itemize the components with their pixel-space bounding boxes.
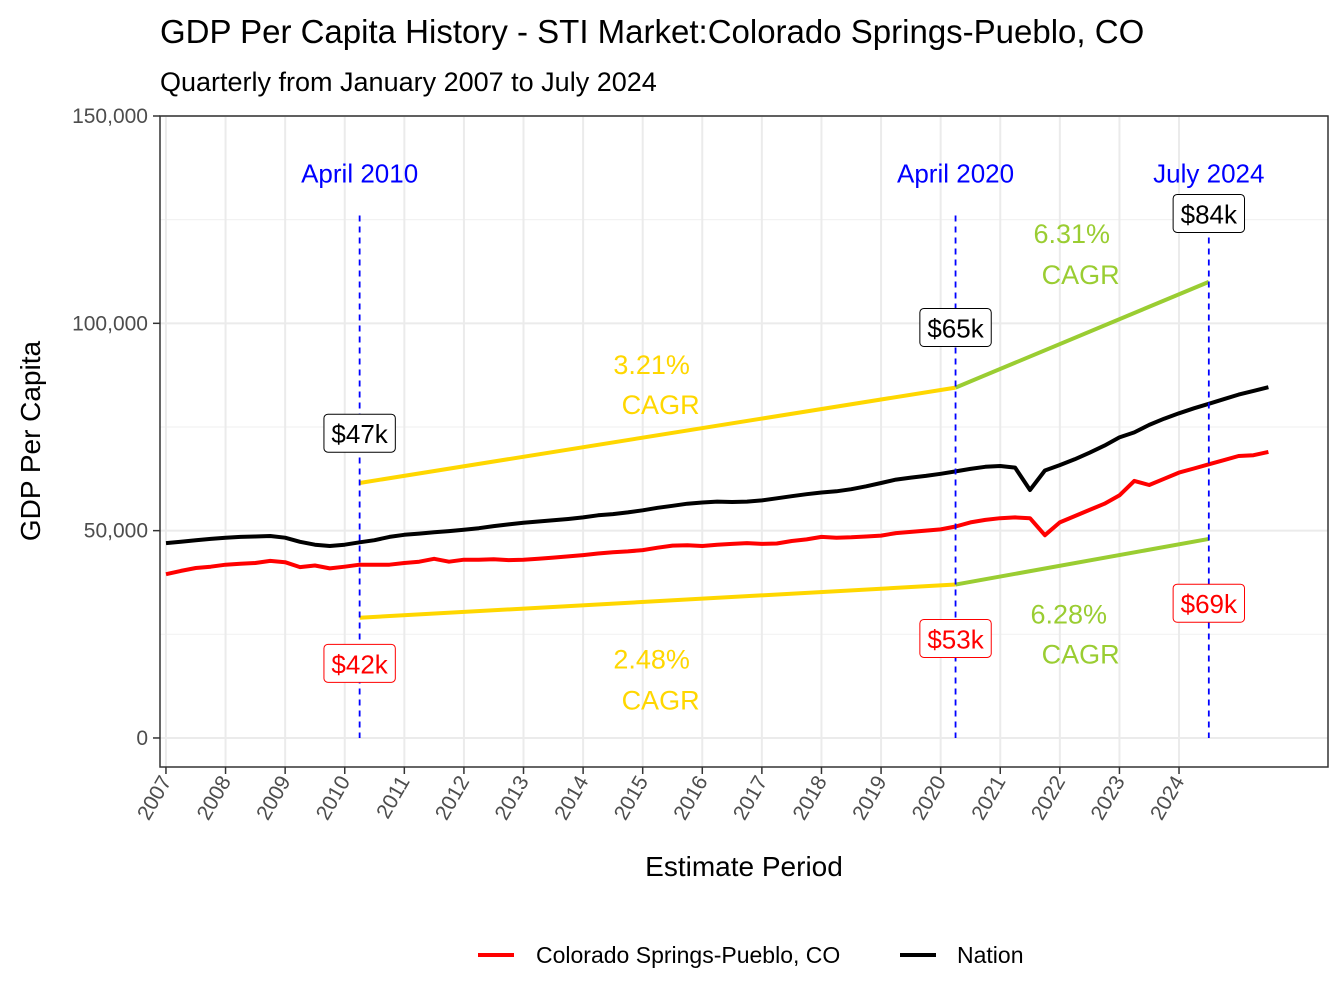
period-markers: April 2010 April 2020 July 2024 <box>301 158 1264 738</box>
x-axis-title: Estimate Period <box>645 851 843 882</box>
x-tick-label: 2014 <box>550 772 593 824</box>
value-label-box <box>919 307 992 347</box>
marker-label: April 2010 <box>301 158 418 188</box>
y-tick-label: 150,000 <box>72 105 148 128</box>
cagr-line <box>359 582 956 620</box>
value-label: $53k <box>927 624 984 654</box>
series-line-nation <box>165 385 1269 548</box>
marker-label: July 2024 <box>1153 158 1264 188</box>
x-tick-label: 2010 <box>312 772 355 824</box>
value-label-box <box>323 643 396 683</box>
x-axis: 2007 2008 2009 2010 2011 2012 2013 2014 2015 2016… <box>133 767 1190 824</box>
chart-subtitle: Quarterly from January 2007 to July 2024 <box>160 67 657 97</box>
marker-label: April 2020 <box>897 158 1014 188</box>
legend-label-colorado: Colorado Springs-Pueblo, CO <box>536 942 840 968</box>
x-tick-label: 2008 <box>193 772 236 824</box>
cagr-label: CAGR <box>622 390 700 420</box>
y-axis-title: GDP Per Capita <box>15 340 46 541</box>
x-tick-label: 2012 <box>431 772 474 824</box>
cagr-lines <box>359 280 1210 620</box>
y-axis: 0 50,000 100,000 150,000 <box>72 105 160 750</box>
series-lines <box>165 385 1269 577</box>
value-label: $65k <box>927 313 984 343</box>
x-tick-label: 2018 <box>789 772 832 824</box>
value-label-box <box>1172 193 1246 233</box>
x-tick-label: 2024 <box>1146 772 1189 824</box>
value-label-box <box>323 413 396 453</box>
x-tick-label: 2016 <box>669 772 712 824</box>
x-tick-label: 2011 <box>372 772 415 823</box>
cagr-label: 6.28% <box>1030 599 1107 629</box>
y-tick-label: 0 <box>136 727 148 750</box>
cagr-label: 6.31% <box>1033 219 1110 249</box>
legend-label-nation: Nation <box>957 942 1023 968</box>
value-label: $84k <box>1181 199 1238 229</box>
x-tick-label: 2013 <box>491 772 534 824</box>
x-tick-label: 2017 <box>729 772 772 824</box>
cagr-line <box>954 280 1210 390</box>
value-label-box <box>919 618 992 658</box>
value-label: $42k <box>331 649 388 679</box>
cagr-label: CAGR <box>1042 260 1120 290</box>
x-tick-label: 2007 <box>133 772 176 824</box>
series-line-colorado <box>165 449 1269 577</box>
cagr-label: CAGR <box>1042 640 1120 670</box>
grid <box>160 115 1328 767</box>
x-tick-label: 2020 <box>908 772 951 824</box>
x-tick-label: 2022 <box>1027 772 1070 824</box>
value-label: $47k <box>331 419 388 449</box>
y-tick-label: 100,000 <box>72 312 148 335</box>
value-labels: $47k $65k $84k $42k $53k $69k <box>323 193 1246 683</box>
cagr-label: 2.48% <box>613 645 690 675</box>
x-tick-label: 2021 <box>967 772 1010 824</box>
x-tick-label: 2015 <box>610 772 653 824</box>
cagr-labels: 3.21% CAGR 6.31% CAGR 2.48% CAGR 6.28% CAGR <box>613 219 1119 715</box>
y-tick-label: 50,000 <box>84 520 148 543</box>
chart-title: GDP Per Capita History - STI Market:Colo… <box>160 13 1144 50</box>
x-tick-label: 2023 <box>1086 772 1129 824</box>
legend: Colorado Springs-Pueblo, CO Nation <box>478 942 1023 968</box>
cagr-line <box>359 385 956 485</box>
cagr-label: 3.21% <box>613 350 690 380</box>
x-tick-label: 2009 <box>252 772 295 824</box>
cagr-label: CAGR <box>622 686 700 716</box>
plot-panel-border <box>159 115 1329 768</box>
value-label: $69k <box>1181 589 1238 619</box>
value-label-box <box>1172 583 1246 623</box>
cagr-line <box>955 536 1210 587</box>
x-tick-label: 2019 <box>848 772 891 824</box>
